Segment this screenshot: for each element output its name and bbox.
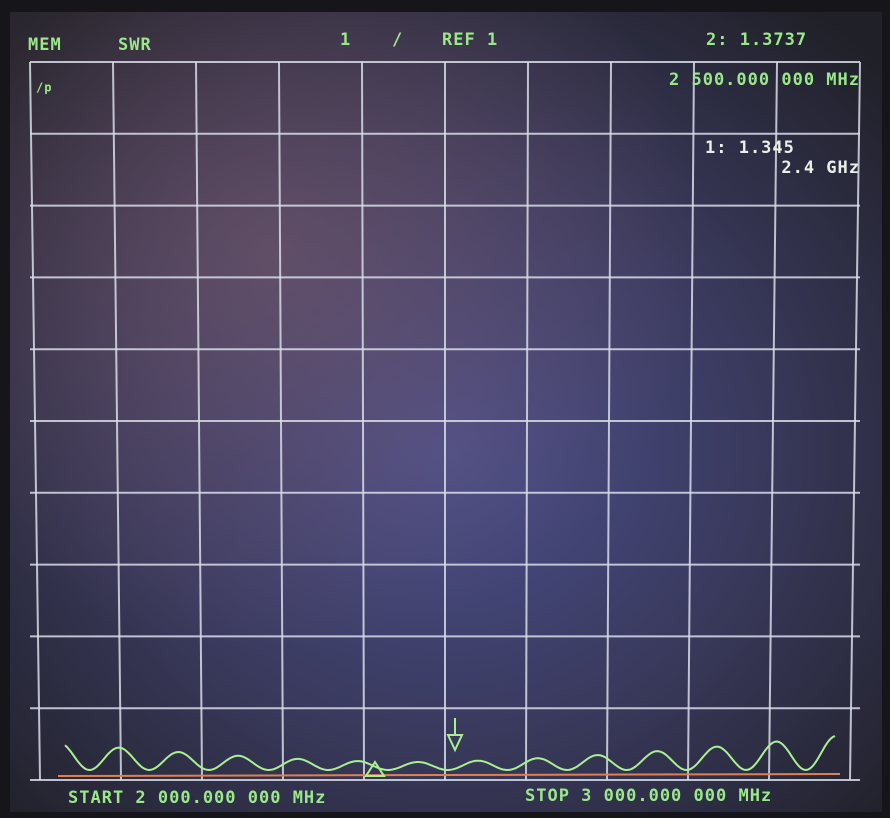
grid-line-vertical [768,61,778,781]
reference: REF 1 [442,30,498,50]
grid-label: /p [36,81,52,95]
swr-trace [64,735,836,772]
marker-1-value: 1: 1.345 [705,138,795,158]
mode: MEM [28,35,62,55]
grid-line-vertical [606,61,612,781]
grid-line-vertical [687,61,695,781]
scale-symbol: / [392,30,403,50]
stop-frequency: STOP 3 000.000 000 MHz [525,786,772,806]
marker-2-symbol [446,718,464,753]
reference-line [57,773,841,777]
marker-1-frequency: 2.4 GHz [781,158,860,178]
grid-line-vertical [525,61,529,781]
marker-2-frequency: 2 500.000 000 MHz [669,70,860,90]
marker-1-symbol [364,760,386,777]
channel: 1 [340,30,351,50]
marker-readout: 2: 1.3737 [706,30,807,50]
start-frequency: START 2 000.000 000 MHz [68,788,326,808]
graticule [29,61,861,781]
format: SWR [118,35,152,55]
grid-line-vertical [849,61,861,781]
